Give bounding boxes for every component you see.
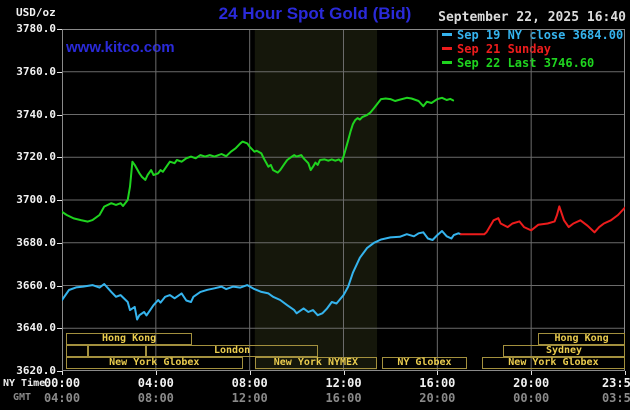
sep22-line (62, 96, 455, 223)
x-axis-tick (343, 371, 345, 375)
x-axis-label-nytime: 04:00 (137, 376, 174, 390)
x-axis-label-nytime: 00:00 (43, 376, 81, 390)
session-box (87, 345, 147, 357)
x-axis-tick (624, 371, 626, 375)
legend-item-sep22: Sep 22 Last 3746.60 (442, 55, 595, 70)
session-label: NY Globex (397, 357, 452, 368)
date-time-label: September 22, 2025 16:40 (438, 10, 626, 25)
unit-label: USD/oz (16, 6, 56, 19)
x-axis-tick (531, 371, 533, 375)
x-axis-label-nytime: 08:00 (231, 376, 268, 390)
y-axis-label: 3620.0 (16, 364, 56, 377)
legend-label: Sep 21 Sunday (457, 41, 551, 56)
y-axis-tick (57, 71, 62, 73)
x-axis-label-gmt: 04:00 (43, 391, 81, 405)
legend-item-sep19: Sep 19 NY close 3684.00 (442, 27, 624, 42)
session-label: Sydney (545, 345, 583, 356)
session-box-hong-kong: Hong Kong (65, 333, 193, 345)
page-title: 24 Hour Spot Gold (Bid) (218, 4, 412, 23)
legend-dash-icon (442, 33, 452, 36)
x-axis-label-nytime: 20:00 (513, 376, 550, 390)
x-axis-label-gmt: 00:00 (513, 391, 550, 405)
x-axis-tick (155, 371, 157, 375)
sep21-line (459, 205, 625, 236)
legend-label: Sep 22 Last 3746.60 (457, 55, 595, 70)
y-axis-tick (57, 328, 62, 330)
session-box-new-york-globex: New York Globex (481, 357, 625, 369)
plot-border (62, 29, 625, 371)
gmt-axis-label: GMT (13, 392, 32, 403)
y-axis-tick (57, 200, 62, 201)
session-label: New York Globex (508, 357, 599, 368)
session-box-london: London (146, 345, 318, 357)
x-axis-label-nytime: 16:00 (419, 376, 456, 390)
x-axis-tick (62, 371, 63, 375)
x-axis-tick (249, 371, 251, 375)
session-label: Hong Kong (554, 333, 609, 344)
session-box-hong-kong: Hong Kong (538, 333, 625, 345)
y-axis-tick (57, 29, 62, 30)
y-axis-label: 3740.0 (16, 107, 56, 121)
session-box-new-york-globex: New York Globex (65, 357, 243, 369)
y-axis-label: 3680.0 (16, 235, 56, 249)
y-axis-label: 3700.0 (16, 193, 56, 206)
x-axis-label-gmt: 16:00 (325, 391, 362, 405)
session-label: Hong Kong (101, 333, 157, 344)
ny-time-axis-label: NY Time (3, 378, 46, 389)
x-axis-label-nytime: 12:00 (325, 376, 362, 390)
x-axis-label-gmt: 08:00 (137, 391, 174, 405)
x-axis-label-gmt: 20:00 (419, 391, 456, 405)
y-axis-label: 3780.0 (16, 22, 56, 35)
legend-item-sep21: Sep 21 Sunday (442, 41, 551, 56)
kitco-watermark-link[interactable]: www.kitco.com (66, 39, 175, 56)
session-box-ny-globex: NY Globex (382, 357, 467, 369)
y-axis-tick (57, 242, 62, 244)
session-box-new-york-nymex: New York NYMEX (254, 357, 378, 369)
y-axis-label: 3640.0 (16, 321, 56, 335)
session-box (65, 345, 88, 357)
y-axis-tick (57, 114, 62, 116)
y-axis-label: 3720.0 (16, 150, 56, 164)
sep19-line (62, 230, 462, 321)
x-axis-label-gmt: 12:00 (231, 391, 268, 405)
y-axis-label: 3660.0 (16, 278, 56, 292)
y-axis-tick (57, 285, 62, 287)
session-label: London (213, 345, 251, 356)
y-axis-tick (57, 157, 62, 159)
session-label: New York Globex (109, 357, 200, 368)
legend-dash-icon (442, 61, 452, 64)
y-axis-tick (57, 371, 62, 372)
x-axis-label-nytime: 23:59 (601, 376, 630, 390)
y-axis-label: 3760.0 (16, 64, 56, 78)
plot-area (62, 29, 625, 371)
legend-label: Sep 19 NY close 3684.00 (457, 27, 624, 42)
legend-dash-icon (442, 47, 452, 50)
session-label: New York NYMEX (273, 357, 359, 368)
x-axis-label-gmt: 03:59 (601, 391, 630, 405)
session-box-sydney: Sydney (503, 345, 625, 357)
x-axis-tick (437, 371, 439, 375)
